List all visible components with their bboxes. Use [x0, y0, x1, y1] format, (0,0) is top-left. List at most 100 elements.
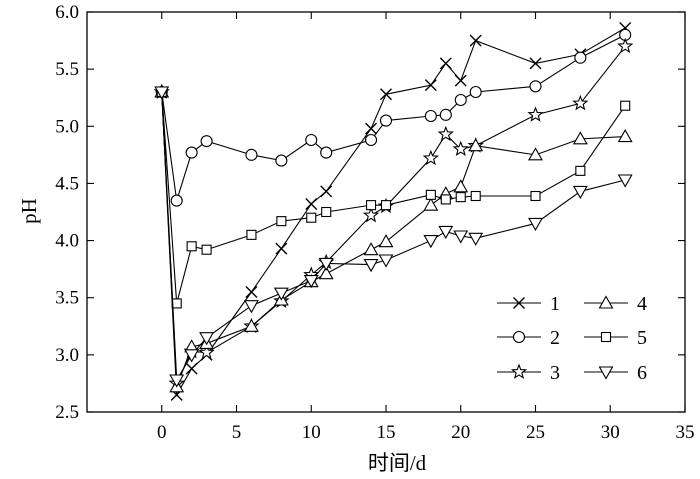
data-point-2 — [364, 133, 378, 147]
data-point-6 — [303, 275, 319, 289]
data-point-5 — [171, 298, 182, 309]
y-tick-label: 6.0 — [55, 2, 79, 23]
data-point-5 — [455, 192, 466, 203]
data-point-2 — [245, 148, 258, 161]
data-point-6 — [244, 300, 259, 314]
x-tick-label: 0 — [157, 422, 167, 443]
data-point-1 — [529, 57, 542, 70]
data-point-6 — [453, 230, 469, 244]
data-point-3 — [452, 140, 469, 157]
data-point-3 — [362, 206, 380, 223]
y-tick-label: 2.5 — [55, 402, 79, 423]
data-point-6 — [378, 254, 394, 268]
legend-marker-5 — [600, 331, 612, 343]
data-point-3 — [437, 125, 454, 142]
y-tick-label: 4.0 — [55, 231, 79, 252]
series-6 — [154, 86, 633, 388]
data-point-5 — [425, 189, 436, 200]
series-3 — [153, 37, 634, 391]
legend-label-1: 1 — [550, 293, 560, 315]
legend-item-3: 3 — [497, 362, 560, 384]
data-point-2 — [454, 93, 467, 107]
data-point-1 — [305, 198, 318, 210]
x-tick-label: 20 — [451, 422, 470, 443]
data-point-2 — [529, 80, 542, 93]
x-tick-label: 15 — [377, 422, 396, 443]
legend-marker-3 — [510, 363, 528, 379]
y-tick-label: 4.5 — [55, 173, 79, 194]
y-axis-title: pH — [17, 198, 41, 224]
y-tick-label: 5.0 — [55, 116, 79, 137]
data-point-2 — [305, 133, 318, 147]
data-point-5 — [201, 244, 212, 255]
data-point-4 — [363, 242, 379, 256]
legend-label-5: 5 — [637, 327, 647, 349]
data-point-4 — [453, 179, 469, 193]
data-point-5 — [575, 165, 586, 176]
legend: 1 2 3 4 5 6 — [497, 293, 647, 384]
data-point-2 — [424, 109, 437, 123]
data-point-6 — [617, 174, 633, 188]
data-point-5 — [186, 241, 197, 252]
x-tick-label: 35 — [676, 422, 695, 443]
data-point-5 — [380, 200, 392, 211]
data-point-6 — [184, 349, 200, 363]
data-point-4 — [423, 197, 439, 211]
data-point-6 — [468, 232, 484, 246]
data-point-1 — [185, 362, 198, 375]
data-point-2 — [469, 85, 482, 99]
y-tick-label: 3.5 — [55, 288, 79, 309]
data-point-4 — [244, 318, 259, 332]
x-tick-label: 30 — [601, 422, 620, 443]
y-tick-label: 5.5 — [55, 59, 79, 80]
legend-item-4: 4 — [584, 293, 647, 315]
data-point-5 — [440, 194, 451, 205]
data-point-5 — [306, 212, 317, 223]
data-point-6 — [438, 225, 454, 240]
data-point-1 — [245, 286, 258, 298]
data-point-4 — [468, 138, 484, 152]
data-point-1 — [275, 242, 288, 255]
data-point-4 — [528, 147, 543, 161]
data-point-6 — [154, 86, 170, 100]
data-point-2 — [200, 135, 213, 148]
data-point-1 — [454, 74, 467, 87]
data-point-5 — [246, 229, 257, 240]
plot-frame — [86, 11, 686, 413]
data-point-6 — [423, 235, 439, 249]
data-point-6 — [199, 332, 215, 346]
data-point-3 — [617, 37, 634, 54]
axes: 0 5 10 15 20 25 30 352.53.03.54.04.55.05.56.0 — [55, 2, 694, 443]
legend-marker-4 — [598, 295, 614, 309]
data-point-1 — [365, 122, 378, 135]
data-point-5 — [620, 100, 631, 111]
data-point-3 — [422, 149, 439, 166]
data-point-5 — [321, 206, 332, 218]
data-point-6 — [169, 374, 185, 388]
x-tick-label: 5 — [232, 422, 242, 443]
x-tick-label: 25 — [526, 422, 545, 443]
data-point-4 — [572, 131, 588, 145]
data-point-4 — [318, 266, 334, 280]
data-point-4 — [617, 128, 633, 143]
data-point-6 — [528, 217, 543, 232]
data-point-2 — [185, 146, 198, 159]
data-point-3 — [198, 344, 215, 360]
data-point-2 — [439, 108, 452, 121]
y-tick-label: 3.0 — [55, 345, 79, 366]
legend-item-5: 5 — [584, 327, 647, 349]
legend-item-2: 2 — [497, 327, 560, 349]
data-point-6 — [363, 259, 379, 273]
data-point-3 — [572, 94, 589, 111]
data-point-4 — [378, 234, 394, 248]
x-axis-title: 时间/d — [368, 451, 427, 475]
series-2 — [155, 28, 632, 207]
data-point-1 — [424, 79, 437, 92]
data-point-6 — [273, 287, 289, 301]
legend-label-6: 6 — [637, 362, 647, 384]
data-point-6 — [318, 257, 334, 272]
data-point-1 — [320, 185, 333, 198]
legend-marker-1 — [513, 297, 525, 309]
data-point-5 — [365, 200, 377, 211]
